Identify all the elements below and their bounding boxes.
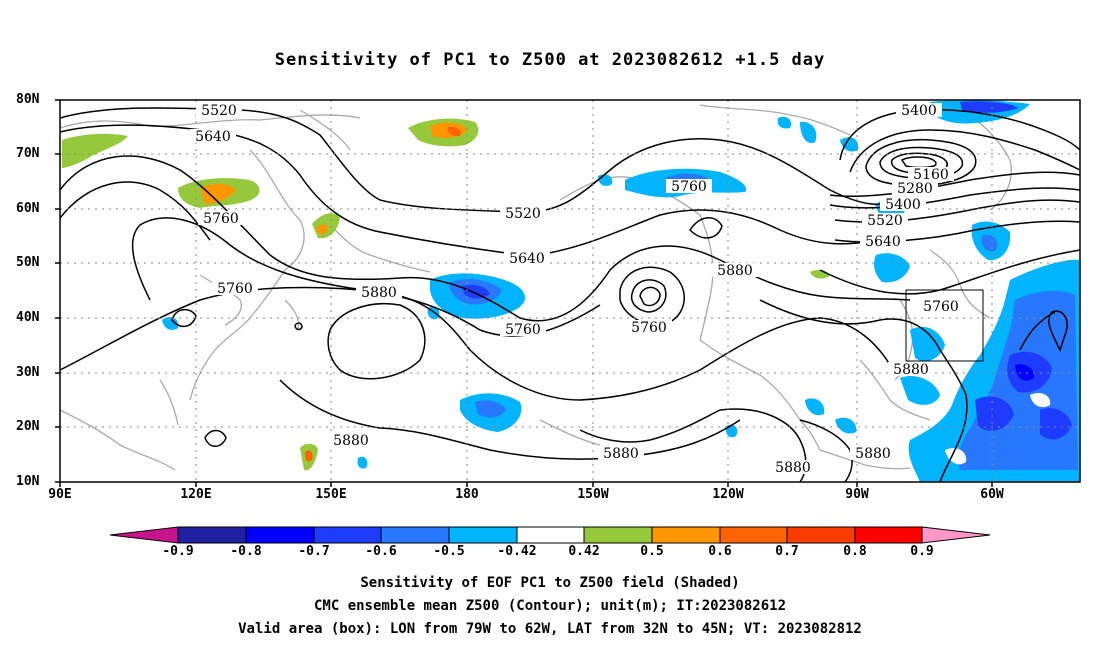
colorbar-box [651, 526, 721, 544]
contour-label: 5760 [923, 299, 959, 315]
contour-label: 5400 [885, 197, 921, 213]
contour-label: 5880 [855, 446, 891, 462]
contour-label: 5880 [333, 433, 369, 449]
contour-label: 5880 [603, 446, 639, 462]
contour-label: 5760 [671, 179, 707, 195]
colorbar-box [786, 526, 856, 544]
lon-label: 90W [845, 487, 869, 502]
colorbar-label: -0.6 [365, 544, 397, 559]
contour-label: 5640 [195, 129, 231, 145]
colorbar-box [380, 526, 450, 544]
lon-label: 60W [980, 487, 1004, 502]
z500-contours [59, 107, 1081, 483]
contour-label: 5520 [201, 103, 237, 119]
lon-label: 90E [48, 487, 72, 502]
contour-label: 5760 [631, 320, 667, 336]
contour-label: 5880 [717, 263, 753, 279]
chart-title: Sensitivity of PC1 to Z500 at 2023082612… [274, 50, 826, 70]
lon-label: 150E [315, 487, 347, 502]
colorbar-end-low [109, 526, 179, 544]
colorbar-end-high [921, 526, 991, 544]
colorbar-label: -0.9 [162, 544, 194, 559]
colorbar-box [313, 526, 382, 544]
contour-label: 5400 [901, 103, 937, 119]
contour-label: 5280 [897, 181, 933, 197]
lat-label: 70N [16, 146, 40, 161]
contour-label: 5160 [913, 167, 949, 183]
lat-label: 80N [16, 92, 40, 107]
sensitivity-shading [62, 99, 1080, 482]
lon-label: 180 [455, 487, 479, 502]
lon-label: 120W [712, 487, 744, 502]
contour-label: 5520 [505, 206, 541, 222]
contour-label: 5880 [361, 285, 397, 301]
colorbar-label: -0.7 [298, 544, 330, 559]
contour-label: 5880 [775, 460, 811, 476]
colorbar [109, 526, 991, 544]
contour-label: 5520 [867, 213, 903, 229]
contour-labels: 5520 5640 5760 5760 5880 5520 5640 5760 … [190, 103, 964, 476]
lat-label: 20N [16, 419, 40, 434]
colorbar-box [448, 526, 518, 544]
contour-label: 5640 [865, 234, 901, 250]
contour-label: 5880 [893, 362, 929, 378]
lat-label: 40N [16, 310, 40, 325]
lat-label: 60N [16, 201, 40, 216]
gridlines [60, 100, 1080, 482]
lat-label: 50N [16, 255, 40, 270]
colorbar-box [177, 526, 247, 544]
lat-label: 10N [16, 474, 40, 489]
colorbar-label: -0.42 [497, 544, 537, 559]
colorbar-box [854, 526, 923, 544]
colorbar-label: -0.5 [433, 544, 465, 559]
colorbar-box [719, 526, 788, 544]
colorbar-box [245, 526, 315, 544]
colorbar-label: -0.8 [230, 544, 262, 559]
lon-label: 150W [577, 487, 609, 502]
valid-area-box [905, 289, 984, 362]
lat-label: 30N [16, 365, 40, 380]
colorbar-box [583, 526, 653, 544]
caption-line-2: CMC ensemble mean Z500 (Contour); unit(m… [313, 598, 786, 614]
colorbar-label: 0.42 [568, 544, 600, 559]
colorbar-label: 0.7 [775, 544, 799, 559]
caption-line-3: Valid area (box): LON from 79W to 62W, L… [238, 621, 862, 637]
contour-label: 5760 [505, 322, 541, 338]
contour-label: 5640 [509, 251, 545, 267]
colorbar-label: 0.9 [910, 544, 934, 559]
contour-label: 5760 [203, 211, 239, 227]
caption-line-1: Sensitivity of EOF PC1 to Z500 field (Sh… [360, 575, 740, 591]
colorbar-label: 0.8 [843, 544, 867, 559]
lon-label: 120E [180, 487, 212, 502]
colorbar-label: 0.6 [708, 544, 732, 559]
contour-label: 5760 [217, 281, 253, 297]
map-frame [55, 99, 1081, 487]
colorbar-box [516, 526, 585, 544]
colorbar-label: 0.5 [640, 544, 664, 559]
